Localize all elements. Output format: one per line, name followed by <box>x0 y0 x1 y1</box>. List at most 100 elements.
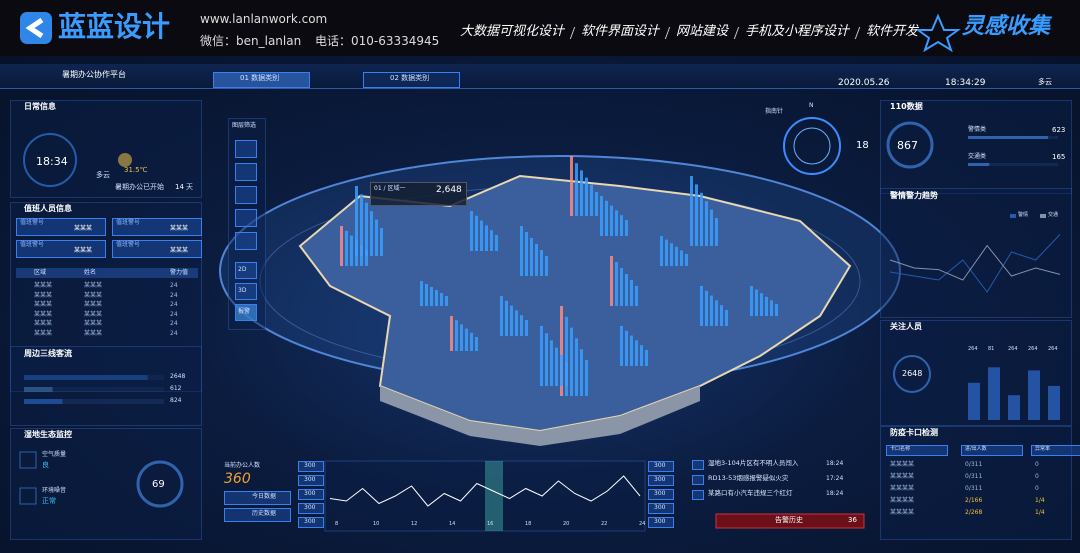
layer-button-label[interactable]: 2D <box>238 266 247 273</box>
map-spike <box>550 340 553 386</box>
table-cell: 24 <box>170 291 178 299</box>
table-cell: 24 <box>170 310 178 318</box>
track <box>24 399 164 404</box>
table-cell: 1/4 <box>1035 497 1045 504</box>
card-label: 值班警号 <box>116 219 141 226</box>
trend-panel <box>880 188 1072 318</box>
layer-button[interactable] <box>235 304 257 321</box>
map-spike <box>615 210 618 236</box>
alert-history[interactable]: 告警历史 <box>775 516 803 524</box>
compass-n: N <box>809 102 814 109</box>
y-axis-label: 300 <box>304 504 316 511</box>
panel-title: 防疫卡口检测 <box>890 428 938 437</box>
map-spike <box>435 290 438 306</box>
layer-icon[interactable] <box>235 232 257 250</box>
map-spike <box>620 215 623 236</box>
dashboard-graphics <box>19 117 1061 532</box>
bar-category: 264 <box>1008 346 1018 352</box>
map-spike <box>705 201 708 246</box>
alert-time: 18:24 <box>826 460 844 467</box>
weather: 多云 <box>96 171 110 179</box>
police-gauge <box>886 121 934 169</box>
tab[interactable] <box>363 72 460 88</box>
map-spike <box>425 284 428 306</box>
map-spike <box>635 340 638 366</box>
legend-swatch <box>1010 214 1016 218</box>
layer-button-label[interactable]: 3D <box>238 287 247 294</box>
weather: 多云 <box>1038 78 1052 86</box>
map-spike <box>510 305 513 336</box>
map-spike <box>470 332 473 351</box>
axis-box <box>298 489 324 500</box>
legend-swatch <box>1040 214 1046 218</box>
header-bar <box>0 64 1080 89</box>
eco-gauge-value: 69 <box>152 479 165 490</box>
alert-time: 17:24 <box>826 475 844 482</box>
map-spike <box>420 281 423 306</box>
panel-title: 110数据 <box>890 102 923 111</box>
eco-status: 正常 <box>42 497 56 505</box>
layer-button[interactable] <box>235 262 257 279</box>
y-axis-label: 300 <box>304 518 316 525</box>
map-spike <box>595 192 598 216</box>
eco-status: 良 <box>42 461 49 469</box>
bar-category: 264 <box>1028 346 1038 352</box>
alert-count: 36 <box>848 516 857 524</box>
map-spike <box>620 326 623 366</box>
map-spike <box>540 250 543 276</box>
table-cell: 24 <box>170 282 178 289</box>
table-header-cell: 卡口名称 <box>890 446 911 452</box>
map-spike <box>725 310 728 326</box>
bar <box>968 382 980 420</box>
card-label: 值班警号 <box>116 241 141 248</box>
table-header-cell: 异常率 <box>1035 446 1051 452</box>
wechat: 微信：ben_lanlan <box>200 34 302 48</box>
layer-button[interactable] <box>235 283 257 300</box>
office-button[interactable] <box>224 491 291 505</box>
table-cell: 某某某 <box>84 301 103 308</box>
table-header-cell: 姓名 <box>84 269 97 276</box>
focus-gauge <box>893 355 931 393</box>
duty-card <box>16 218 106 236</box>
axis-box <box>648 475 674 486</box>
bar-category: 264 <box>1048 346 1058 352</box>
map-spike <box>355 186 358 256</box>
banner-graphics <box>20 12 962 53</box>
layer-icon[interactable] <box>235 140 257 158</box>
tab[interactable] <box>213 72 310 88</box>
map-spike <box>465 328 468 351</box>
layer-icon[interactable] <box>235 209 257 227</box>
axis-box <box>648 489 674 500</box>
panel-title: 周边三线客流 <box>24 349 72 358</box>
layer-icon[interactable] <box>235 163 257 181</box>
layer-button-label[interactable]: 报警 <box>238 308 251 315</box>
table-cell: 某某某 <box>84 282 103 289</box>
map-spike <box>570 156 573 216</box>
map-spike <box>365 250 368 266</box>
office-button-label[interactable]: 今日数据 <box>252 493 277 500</box>
map-spike <box>470 211 473 251</box>
office-button[interactable] <box>224 508 291 522</box>
map-spike <box>475 215 478 251</box>
map-spike <box>545 256 548 276</box>
focus-total: 2648 <box>902 369 923 378</box>
bar-value: 824 <box>170 397 182 404</box>
card-name: 某某某 <box>170 225 189 232</box>
office-title: 当前办公人数 <box>224 462 261 469</box>
office-button-label[interactable]: 历史数据 <box>252 510 277 517</box>
bar <box>1008 395 1020 420</box>
x-axis-label: 24 <box>639 521 646 527</box>
table-tab <box>886 445 948 456</box>
map-spike <box>540 326 543 386</box>
layer-icon[interactable] <box>235 186 257 204</box>
map-spike <box>515 310 518 336</box>
tab-label[interactable]: 01 数据类别 <box>240 74 280 82</box>
axis-box <box>298 475 324 486</box>
tab-label[interactable]: 02 数据类别 <box>390 74 430 82</box>
x-axis-label: 18 <box>525 521 532 527</box>
banner: 蓝蓝设计 www.lanlanwork.com 微信：ben_lanlan 电话：01… <box>0 0 1080 56</box>
bar <box>968 136 1049 139</box>
map-spike <box>575 163 578 216</box>
x-axis-label: 8 <box>335 521 339 527</box>
service: 手机及小程序设计 <box>745 24 850 39</box>
